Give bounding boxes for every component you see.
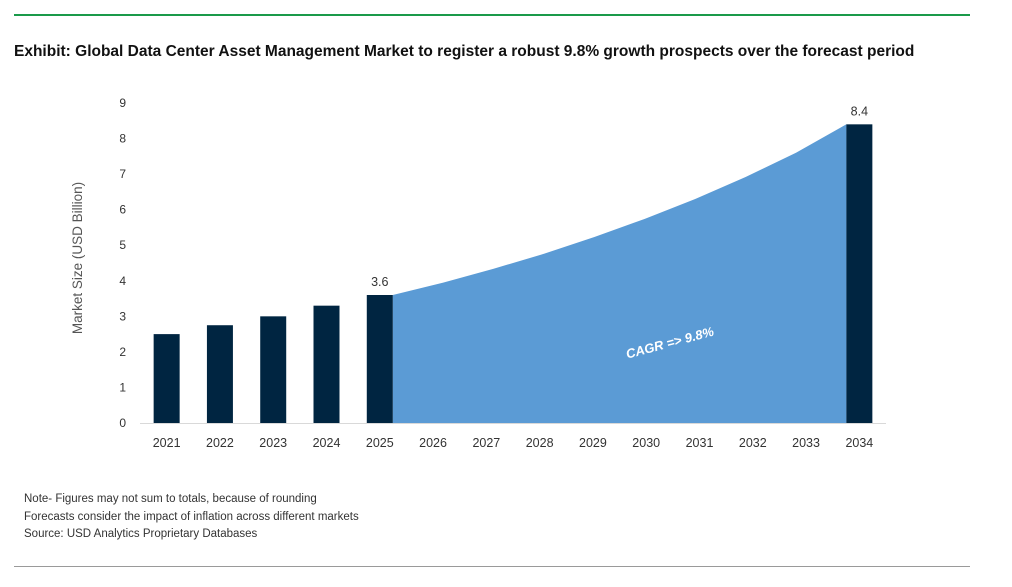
chart-title: Exhibit: Global Data Center Asset Manage…: [14, 43, 915, 60]
y-tick-label: 8: [119, 132, 126, 146]
y-axis-title: Market Size (USD Billion): [70, 182, 85, 334]
y-tick-label: 2: [119, 345, 126, 359]
bar-2022: [206, 325, 233, 423]
y-tick-label: 0: [119, 416, 126, 430]
y-tick-label: 9: [119, 96, 126, 110]
y-tick-label: 7: [119, 167, 126, 181]
cagr-area: [392, 124, 847, 424]
x-tick-label: 2021: [153, 436, 181, 450]
bar-2023: [260, 316, 287, 423]
y-tick-label: 3: [119, 309, 126, 323]
bar-2025: [366, 295, 393, 423]
x-tick-label: 2034: [845, 436, 873, 450]
footer-rule: [14, 566, 970, 567]
x-tick-label: 2024: [313, 436, 341, 450]
title-rule: [14, 14, 970, 16]
x-tick-label: 2032: [739, 436, 767, 450]
x-tick-label: 2025: [366, 436, 394, 450]
note-rounding: Note- Figures may not sum to totals, bec…: [24, 493, 317, 505]
note-source: Source: USD Analytics Proprietary Databa…: [24, 528, 258, 540]
x-tick-label: 2029: [579, 436, 607, 450]
bar-2021: [153, 334, 180, 423]
y-tick-label: 5: [119, 238, 126, 252]
x-tick-label: 2031: [686, 436, 714, 450]
data-label-2025: 3.6: [371, 275, 388, 289]
x-tick-label: 2028: [526, 436, 554, 450]
x-tick-label: 2033: [792, 436, 820, 450]
data-label-2034: 8.4: [851, 104, 868, 118]
y-tick-label: 6: [119, 203, 126, 217]
x-tick-label: 2030: [632, 436, 660, 450]
footnotes: Note- Figures may not sum to totals, bec…: [24, 491, 359, 544]
x-tick-label: 2023: [259, 436, 287, 450]
note-inflation: Forecasts consider the impact of inflati…: [24, 510, 359, 523]
x-tick-label: 2022: [206, 436, 234, 450]
x-tick-label: 2027: [472, 436, 500, 450]
x-tick-label: 2026: [419, 436, 447, 450]
bar-2024: [313, 305, 340, 423]
bar-2034: [846, 124, 873, 423]
y-tick-label: 4: [119, 274, 126, 288]
y-tick-label: 1: [119, 380, 126, 394]
